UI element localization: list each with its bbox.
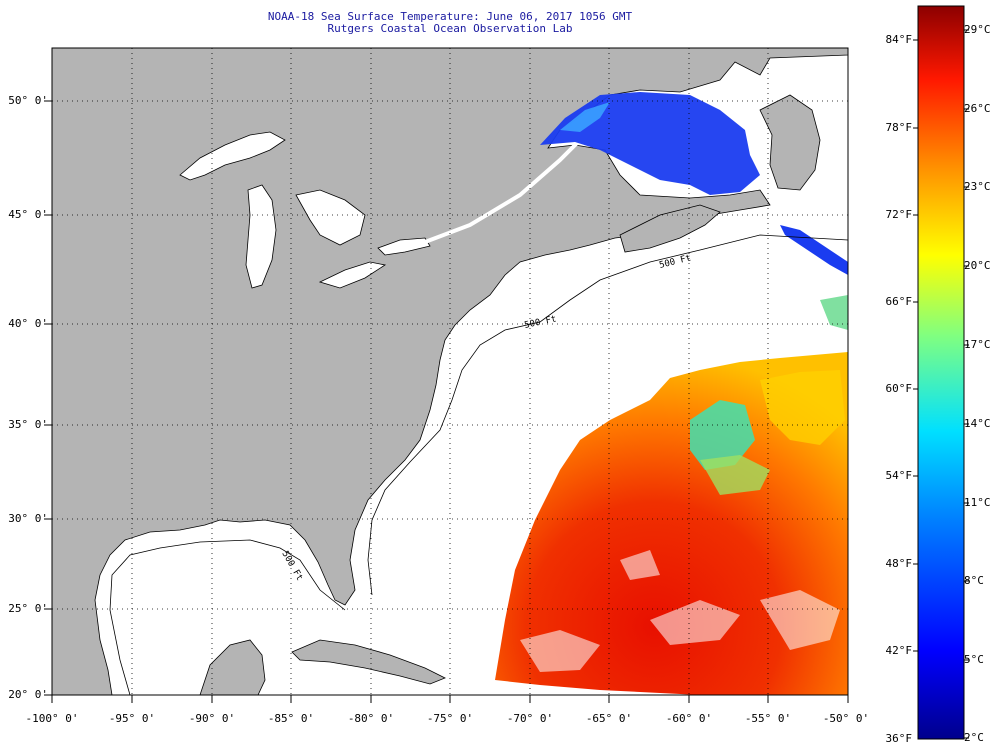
- colorbar-c-label: 17°C: [964, 338, 991, 351]
- colorbar-f-label: 72°F: [885, 208, 913, 221]
- lat-label: 45° 0': [8, 208, 48, 221]
- colorbar-f-label: 42°F: [885, 644, 913, 657]
- lon-label: -95° 0': [108, 712, 156, 725]
- sst-cyan-patch: [690, 400, 755, 470]
- lon-label: -65° 0': [585, 712, 633, 725]
- colorbar-c-label: 5°C: [964, 653, 984, 666]
- lat-label: 35° 0': [8, 418, 48, 431]
- lon-label: -75° 0': [426, 712, 474, 725]
- lake-erie: [318, 261, 387, 289]
- lon-label: -55° 0': [744, 712, 792, 725]
- colorbar-c-label: 14°C: [964, 417, 991, 430]
- lat-label: 30° 0': [8, 512, 48, 525]
- colorbar-c-label: 29°C: [964, 23, 991, 36]
- isobath-500ft: [109, 234, 848, 695]
- colorbar-ticks: [913, 29, 969, 739]
- colorbar-c-label: 11°C: [964, 496, 991, 509]
- colorbar-f-label: 66°F: [885, 295, 913, 308]
- colorbar-f-label: 48°F: [885, 557, 913, 570]
- colorbar: [917, 5, 965, 740]
- map-subtitle: Rutgers Coastal Ocean Observation Lab: [327, 22, 573, 35]
- colorbar-c-label: 26°C: [964, 102, 991, 115]
- colorbar-c-label: 23°C: [964, 180, 991, 193]
- lon-label: -100° 0': [25, 712, 79, 725]
- lat-label: 25° 0': [8, 602, 48, 615]
- lake-huron: [295, 189, 366, 246]
- lake-ontario: [377, 237, 431, 256]
- sst-yellow-patch: [760, 370, 845, 445]
- lat-label: 20° 0': [8, 688, 48, 701]
- colorbar-f-label: 84°F: [885, 33, 913, 46]
- lat-label: 40° 0': [8, 317, 48, 330]
- lon-label: -50° 0': [822, 712, 870, 725]
- st-lawrence-river: [424, 128, 592, 244]
- sst-northeast-bits: [820, 295, 848, 330]
- land-yucatan: [199, 639, 266, 695]
- lon-label: -85° 0': [267, 712, 315, 725]
- lon-label: -60° 0': [665, 712, 713, 725]
- colorbar-f-label: 60°F: [885, 382, 913, 395]
- sst-atlantic-warm: [495, 352, 848, 695]
- colorbar-c-label: 8°C: [964, 574, 984, 587]
- lat-label: 50° 0': [8, 94, 48, 107]
- lon-label: -80° 0': [347, 712, 395, 725]
- land-cuba: [291, 639, 446, 685]
- sst-green-patch: [700, 455, 770, 495]
- map-title: NOAA-18 Sea Surface Temperature: June 06…: [267, 10, 633, 23]
- land-newfoundland: [759, 94, 821, 191]
- sst-cloud-gaps: [520, 550, 840, 672]
- colorbar-f-label: 54°F: [885, 469, 913, 482]
- lake-superior: [179, 131, 286, 181]
- colorbar-f-label: 36°F: [885, 732, 913, 745]
- lon-label: -90° 0': [188, 712, 236, 725]
- sst-cold-patch: [560, 102, 610, 132]
- lon-label: -70° 0': [506, 712, 554, 725]
- lake-michigan: [245, 184, 277, 289]
- colorbar-c-label: 20°C: [964, 259, 991, 272]
- map-ticks: [44, 100, 849, 703]
- colorbar-f-label: 78°F: [885, 121, 913, 134]
- land-nova-scotia: [619, 204, 721, 253]
- colorbar-c-label: 2°C: [964, 731, 984, 744]
